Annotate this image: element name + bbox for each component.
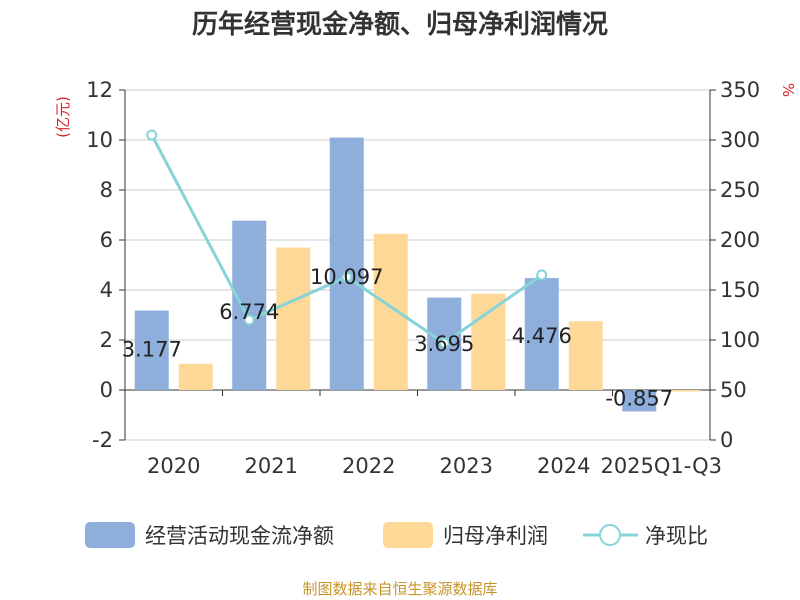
category-label: 2022 <box>342 454 395 478</box>
right-tick-label: 0 <box>720 428 733 452</box>
net-profit-bar <box>666 390 701 392</box>
net-profit-bar <box>178 363 213 390</box>
legend-label-ratio: 净现比 <box>645 524 708 548</box>
category-label: 2020 <box>147 454 200 478</box>
category-label: 2025Q1-Q3 <box>600 454 722 478</box>
cashflow-data-label: 6.774 <box>219 300 279 324</box>
net-profit-bar <box>276 247 311 390</box>
left-axis-unit: (亿元) <box>54 96 72 138</box>
cashflow-data-label: 10.097 <box>310 265 383 289</box>
ratio-point <box>146 129 158 141</box>
right-tick-label: 50 <box>720 378 747 402</box>
category-label: 2021 <box>245 454 298 478</box>
left-tick-label: 6 <box>100 228 113 252</box>
chart-title: 历年经营现金净额、归母净利润情况 <box>192 9 608 40</box>
right-axis-unit: % <box>779 83 797 97</box>
net-profit-bar <box>568 321 603 390</box>
grid <box>125 89 710 441</box>
left-tick-label: 4 <box>100 278 113 302</box>
cashflow-data-label: -0.857 <box>605 386 673 410</box>
cashflow-data-label: 3.695 <box>414 332 474 356</box>
source-note: 制图数据来自恒生聚源数据库 <box>302 580 497 598</box>
right-tick-label: 200 <box>720 228 760 252</box>
legend-marker-ratio <box>599 524 621 546</box>
right-tick-label: 350 <box>720 78 760 102</box>
cashflow-bar <box>232 220 267 390</box>
right-tick-label: 150 <box>720 278 760 302</box>
cashflow-data-label: 3.177 <box>122 338 182 362</box>
cashflow-bar <box>329 137 364 390</box>
legend-swatch-net-profit <box>383 522 433 548</box>
left-tick-label: 2 <box>100 328 113 352</box>
ratio-point <box>438 337 450 349</box>
axes: -2 0 2 4 6 8 10 12 0 50 100 150 200 250 300 350 2020 2021… <box>54 78 797 478</box>
legend-label-net-profit: 归母净利润 <box>443 524 548 548</box>
ratio-point <box>341 271 353 283</box>
cashflow-bar <box>134 310 169 390</box>
data-labels: 3.177 6.774 10.097 3.695 4.476 -0.857 <box>122 265 673 410</box>
right-tick-label: 250 <box>720 178 760 202</box>
left-tick-label: 10 <box>86 128 113 152</box>
category-label: 2024 <box>537 454 590 478</box>
net-profit-bar <box>471 293 506 390</box>
bars <box>134 137 701 412</box>
legend-swatch-cashflow <box>85 522 135 548</box>
cashflow-bar <box>524 278 559 390</box>
cashflow-bar <box>622 390 657 412</box>
left-tick-label: -2 <box>92 428 113 452</box>
category-label: 2023 <box>440 454 493 478</box>
ratio-line <box>146 129 548 349</box>
right-tick-label: 300 <box>720 128 760 152</box>
left-tick-label: 8 <box>100 178 113 202</box>
legend: 经营活动现金流净额 归母净利润 净现比 <box>85 522 708 548</box>
legend-label-cashflow: 经营活动现金流净额 <box>145 524 334 548</box>
ratio-point <box>536 269 548 281</box>
ratio-point <box>243 314 255 326</box>
left-tick-label: 0 <box>100 378 113 402</box>
cashflow-data-label: 4.476 <box>512 324 572 348</box>
left-tick-label: 12 <box>86 78 113 102</box>
right-tick-label: 100 <box>720 328 760 352</box>
net-profit-bar <box>373 233 408 390</box>
